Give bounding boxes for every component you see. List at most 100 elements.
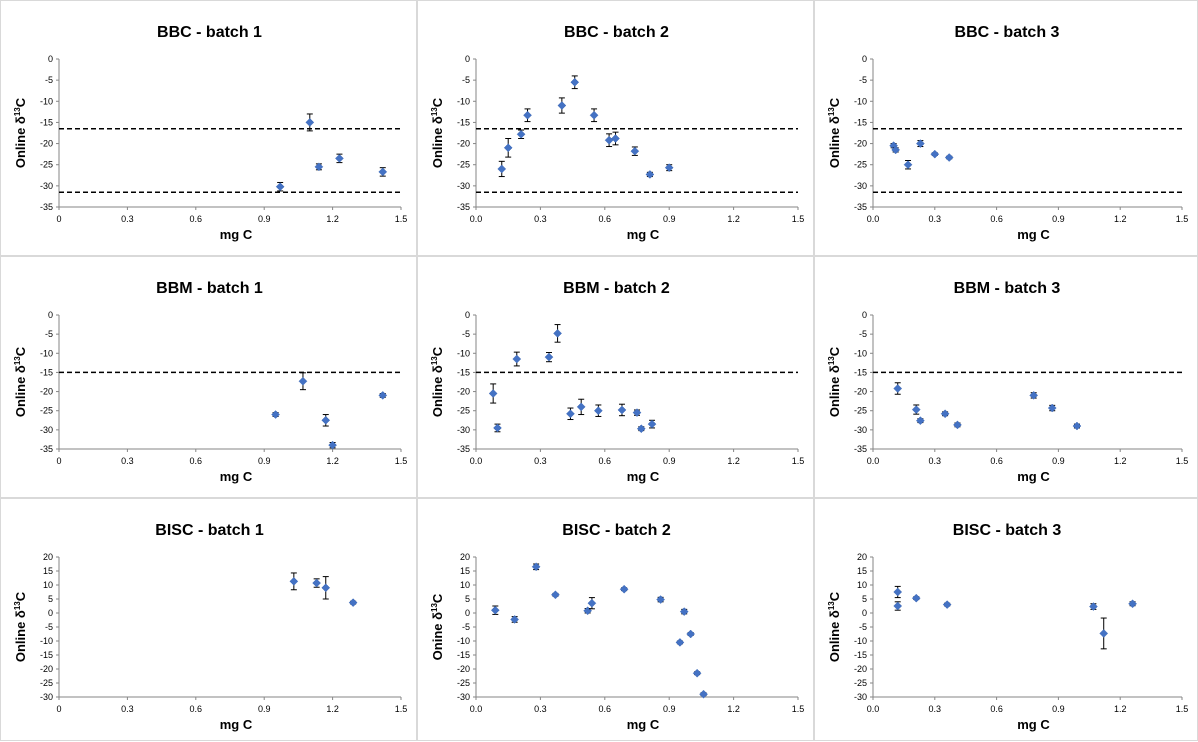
chart-svg: BISC - batch 220151050-5-10-15-20-25-300… <box>430 522 804 732</box>
data-point <box>1128 599 1137 609</box>
y-tick-label: 0 <box>465 608 470 618</box>
x-axis-label: mg C <box>1017 227 1050 242</box>
y-tick-label: -30 <box>457 692 470 702</box>
x-tick-label: 0.9 <box>1052 704 1065 714</box>
chart-svg: BBC - batch 3 0 -5 -10 -15 -20 -25 -30 -350.0 0.3… <box>827 24 1188 242</box>
chart-title: BISC - batch 2 <box>562 522 671 539</box>
y-axis-label: Online δ13C <box>430 97 445 168</box>
data-point <box>893 601 903 611</box>
x-tick-label: 0.6 <box>990 456 1003 466</box>
y-tick-label: -10 <box>40 348 53 358</box>
y-tick-label: 0 <box>48 310 53 320</box>
data-point <box>664 163 674 173</box>
data-point <box>675 638 685 647</box>
data-point <box>903 160 913 170</box>
y-tick-label: -5 <box>462 329 470 339</box>
x-tick-label: 1.2 <box>1114 214 1127 224</box>
chart-svg: BBC - batch 2 0 -5 -10 -15 -20 -25 -30 -350.0 0.3… <box>430 24 804 242</box>
y-tick-label: -5 <box>462 622 470 632</box>
x-tick-label: 1.5 <box>792 456 805 466</box>
y-axis-label: Online δ13C <box>827 97 842 168</box>
y-tick-label: -25 <box>40 406 53 416</box>
data-point <box>510 615 519 624</box>
y-tick-label: -25 <box>457 678 470 688</box>
data-point <box>893 587 903 597</box>
data-point <box>587 598 597 608</box>
chart-panel: BBM - batch 2 0 -5 -10 -15 -20 -25 -30 -35 0.0 0.3… <box>417 256 814 498</box>
y-tick-label: 10 <box>460 580 470 590</box>
chart-panel: BBC - batch 2 0 -5 -10 -15 -20 -25 -30 -35 0.0 0.3… <box>417 0 814 256</box>
data-point <box>583 606 592 616</box>
y-tick-label: -10 <box>457 96 470 106</box>
y-tick-label: -20 <box>457 387 470 397</box>
data-point <box>275 182 285 192</box>
chart-svg: BBM - batch 3 0 -5 -10 -15 -20 -25 -30 -350.0 0.3… <box>827 280 1188 484</box>
data-point <box>488 389 498 398</box>
y-tick-label: -25 <box>854 406 867 416</box>
x-tick-label: 0.6 <box>599 456 612 466</box>
y-tick-label: -15 <box>457 650 470 660</box>
data-point <box>930 149 940 159</box>
y-tick-label: 20 <box>460 552 470 562</box>
y-tick-label: 15 <box>857 566 867 576</box>
y-tick-label: -20 <box>40 387 53 397</box>
data-point <box>321 583 331 593</box>
data-point <box>566 409 575 419</box>
data-point <box>594 406 603 416</box>
chart-title: BBM - batch 3 <box>954 280 1061 297</box>
data-point <box>314 162 324 172</box>
y-tick-label: -5 <box>45 75 53 85</box>
data-point <box>570 77 580 87</box>
y-tick-label: -5 <box>859 329 867 339</box>
x-tick-label: 0 <box>56 456 61 466</box>
y-tick-label: -5 <box>462 75 470 85</box>
x-tick-label: 0.3 <box>534 456 547 466</box>
y-tick-label: 0 <box>48 608 53 618</box>
y-tick-label: 5 <box>465 594 470 604</box>
data-point <box>503 143 513 153</box>
x-tick-label: 0.3 <box>534 214 547 224</box>
data-point <box>630 146 640 156</box>
y-axis-label: Online δ13C <box>13 346 28 417</box>
data-point <box>553 329 562 338</box>
y-tick-label: 20 <box>857 552 867 562</box>
y-tick-label: 0 <box>465 54 470 64</box>
y-tick-label: -10 <box>40 636 53 646</box>
chart-panel: BISC - batch 3 20 15 10 5 0 -5 -10 -15 -20 -25 -30 0… <box>814 498 1198 741</box>
data-point <box>916 416 925 426</box>
x-axis-label: mg C <box>220 717 253 732</box>
chart-panel: BBM - batch 3 0 -5 -10 -15 -20 -25 -30 -35 0.0 0.3… <box>814 256 1198 498</box>
data-point <box>289 577 299 586</box>
y-tick-label: -15 <box>40 367 53 377</box>
x-tick-label: 0.9 <box>1052 456 1065 466</box>
y-tick-label: -30 <box>457 425 470 435</box>
data-point <box>1099 629 1109 638</box>
y-tick-label: 5 <box>862 594 867 604</box>
x-tick-label: 1.2 <box>1114 456 1127 466</box>
y-tick-label: 0 <box>862 608 867 618</box>
x-tick-label: 0.9 <box>258 214 271 224</box>
y-tick-label: -30 <box>854 425 867 435</box>
x-tick-label: 0.0 <box>867 456 880 466</box>
data-point <box>911 405 921 414</box>
chart-title: BBC - batch 3 <box>955 24 1060 41</box>
y-tick-label: -20 <box>457 139 470 149</box>
data-point <box>619 584 629 594</box>
chart-svg: BISC - batch 320151050-5-10-15-20-25-300… <box>827 522 1188 732</box>
data-point <box>911 593 921 603</box>
x-tick-label: 0.6 <box>599 214 612 224</box>
x-axis-label: mg C <box>627 717 660 732</box>
data-point <box>312 578 321 588</box>
y-tick-label: -5 <box>45 329 53 339</box>
x-axis-label: mg C <box>220 227 253 242</box>
chart-svg: BISC - batch 120151050-5-10-15-20-25-300… <box>13 522 407 732</box>
x-tick-label: 1.2 <box>727 456 740 466</box>
x-axis-label: mg C <box>1017 469 1050 484</box>
data-point <box>589 110 599 120</box>
y-tick-label: -30 <box>40 692 53 702</box>
y-tick-label: -35 <box>457 202 470 212</box>
data-point <box>328 440 337 450</box>
x-tick-label: 0.0 <box>867 704 880 714</box>
x-axis-label: mg C <box>1017 717 1050 732</box>
y-tick-label: -25 <box>457 160 470 170</box>
